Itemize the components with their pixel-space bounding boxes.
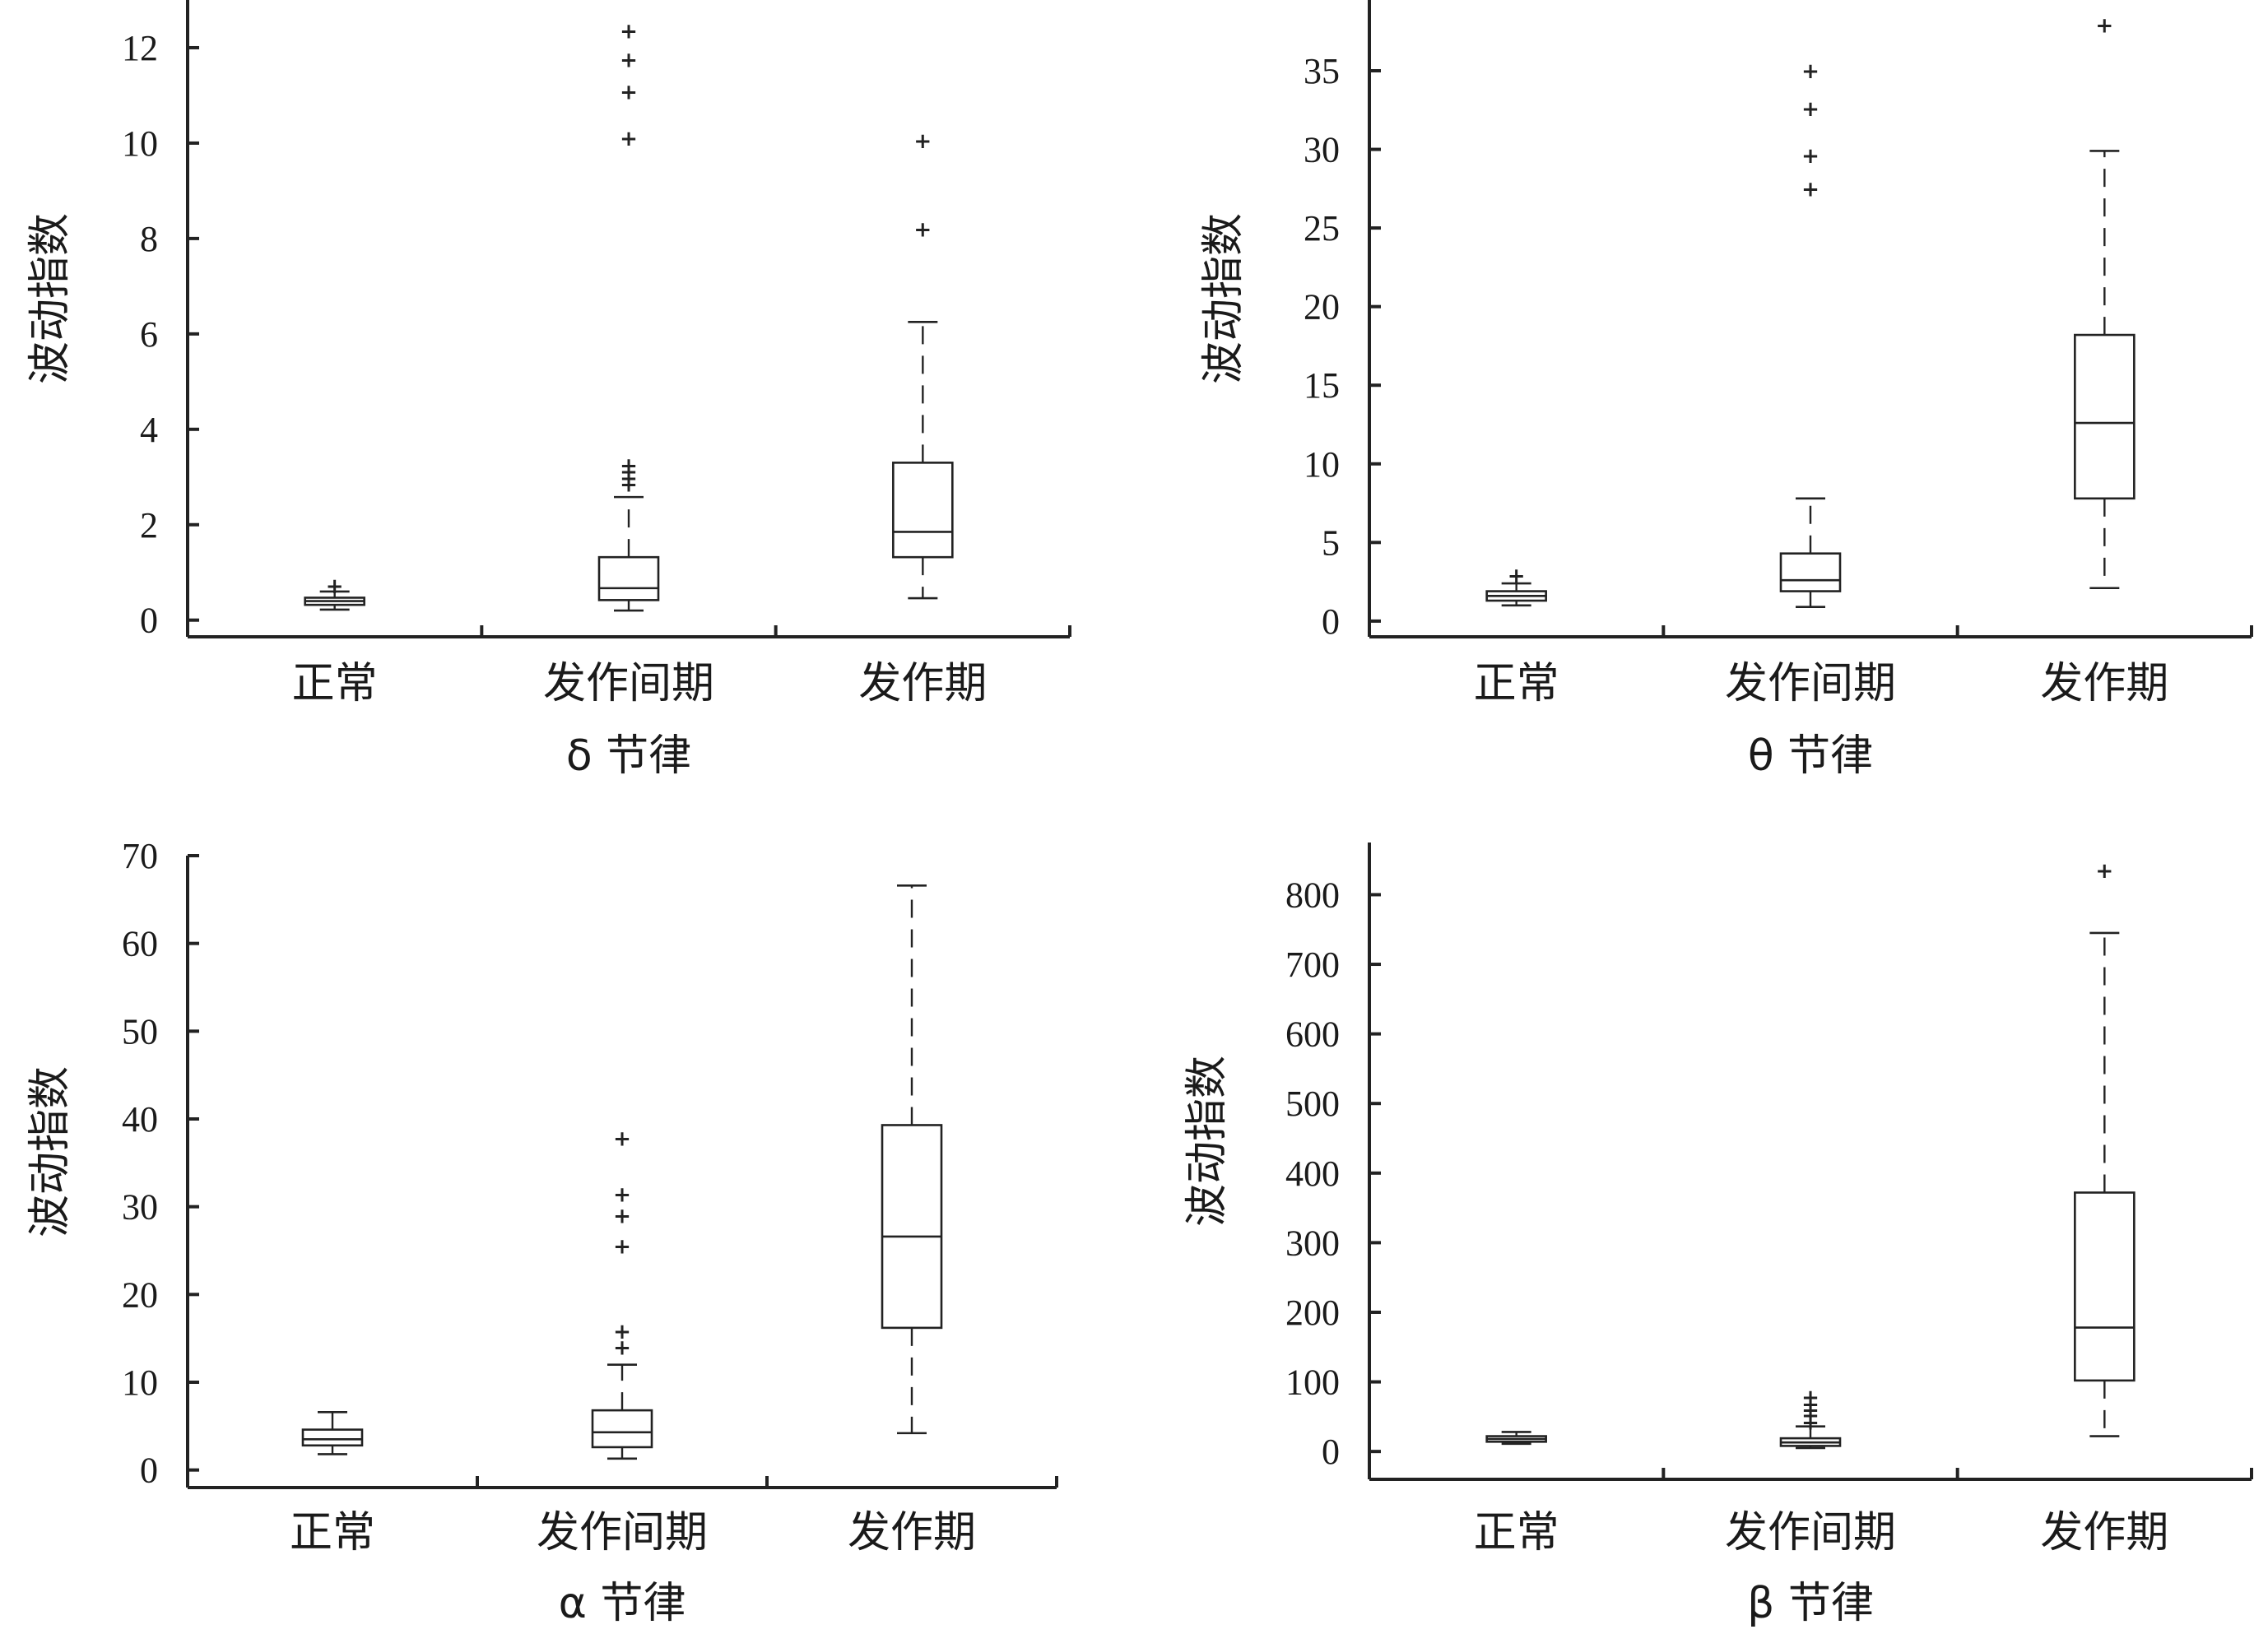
category-label: 正常 [1474,1508,1559,1557]
outlier-point: + [613,1335,631,1360]
category-label: 发作期 [858,659,987,708]
outlier-point: + [1801,1404,1820,1428]
outlier-point: + [1801,1411,1820,1436]
outlier-point: + [326,574,344,599]
box-iqr [881,1124,943,1330]
y-tick-label: 0 [1322,1432,1340,1472]
outlier-point: + [1508,564,1526,588]
box-iqr [2074,333,2136,500]
box-iqr [597,555,660,601]
outlier-point: + [620,467,638,491]
x-axis-title: β 节律 [1747,1579,1874,1628]
outlier-point: + [1801,1393,1820,1418]
outlier-point: + [620,20,638,44]
outlier-point: + [620,472,638,497]
y-tick-label: 10 [122,1362,158,1403]
category-label: 发作间期 [1725,659,1896,708]
y-tick-label: 8 [140,219,158,259]
y-tick-label: 30 [1304,130,1340,170]
y-tick-label: 700 [1285,945,1340,985]
outlier-point: + [620,127,638,151]
box-iqr [591,1409,653,1449]
y-tick-label: 200 [1285,1293,1340,1333]
y-tick-label: 35 [1304,51,1340,91]
box-iqr [1779,552,1842,592]
y-tick-label: 70 [122,836,158,876]
outlier-point: + [613,1204,631,1228]
y-tick-label: 100 [1285,1362,1340,1403]
outlier-point: + [620,453,638,478]
y-tick-label: 30 [122,1187,158,1228]
category-label: 发作间期 [537,1508,708,1557]
category-label: 发作间期 [543,659,714,708]
y-tick-label: 60 [122,924,158,964]
y-tick-label: 0 [140,601,158,641]
outlier-point: + [613,1126,631,1151]
y-tick-label: 25 [1304,208,1340,248]
x-axis-title: δ 节律 [566,731,691,781]
y-tick-label: 500 [1285,1084,1340,1124]
y-tick-label: 10 [1304,444,1340,485]
category-label: 正常 [1474,659,1559,708]
outlier-point: + [620,460,638,485]
outlier-point: + [1801,97,1820,122]
y-tick-label: 5 [1322,522,1340,563]
y-tick-label: 15 [1304,365,1340,406]
category-label: 发作期 [848,1508,976,1557]
y-tick-label: 50 [122,1011,158,1051]
panel-theta-rhythm: 0 5 10 15 20 25 30 35 正常 发作间期 发作期 θ 节律 波动指数 + + + + + + [1199,0,2253,781]
y-tick-label: 400 [1285,1154,1340,1194]
outlier-point: + [913,129,932,154]
x-axis-title: α 节律 [559,1579,686,1628]
category-label: 发作期 [2040,659,2168,708]
y-tick-label: 6 [140,314,158,355]
outlier-point: + [2095,14,2113,39]
y-axis-title: 波动指数 [26,1066,75,1237]
y-tick-label: 20 [1304,287,1340,327]
y-tick-label: 0 [1322,601,1340,642]
y-tick-label: 20 [122,1274,158,1315]
category-label: 正常 [292,659,378,708]
outlier-point: + [620,48,638,72]
category-label: 发作期 [2040,1508,2168,1557]
outlier-point: + [620,80,638,104]
y-axis-title: 波动指数 [26,213,75,384]
y-tick-label: 12 [122,28,158,68]
outlier-point: + [613,1235,631,1260]
outlier-point: + [2095,859,2113,884]
y-tick-label: 2 [140,505,158,545]
x-axis-title: θ 节律 [1748,731,1873,781]
y-axis-title: 波动指数 [1199,213,1248,384]
outlier-point: + [1801,59,1820,84]
y-axis-title: 波动指数 [1183,1056,1232,1227]
box-iqr [892,462,954,559]
outlier-point: + [1801,1398,1820,1423]
category-label: 正常 [290,1508,375,1557]
outlier-point: + [1801,177,1820,202]
y-tick-label: 600 [1285,1014,1340,1055]
y-tick-label: 4 [140,410,158,450]
y-tick-label: 0 [140,1451,158,1491]
category-label: 发作间期 [1725,1508,1896,1557]
box-iqr [301,1428,364,1447]
outlier-point: + [913,217,932,242]
panel-beta-rhythm: 0 100 200 300 400 500 600 700 800 正常 发作间期 发作期 β 节律 波动… [1183,843,2253,1628]
outlier-point: + [613,1320,631,1344]
box-iqr [2074,1191,2136,1382]
y-tick-label: 40 [122,1099,158,1140]
outlier-point: + [1801,144,1820,169]
outlier-point: + [1801,1386,1820,1410]
y-tick-label: 10 [122,123,158,164]
y-tick-label: 300 [1285,1223,1340,1263]
outlier-point: + [613,1183,631,1208]
y-tick-label: 800 [1285,875,1340,915]
